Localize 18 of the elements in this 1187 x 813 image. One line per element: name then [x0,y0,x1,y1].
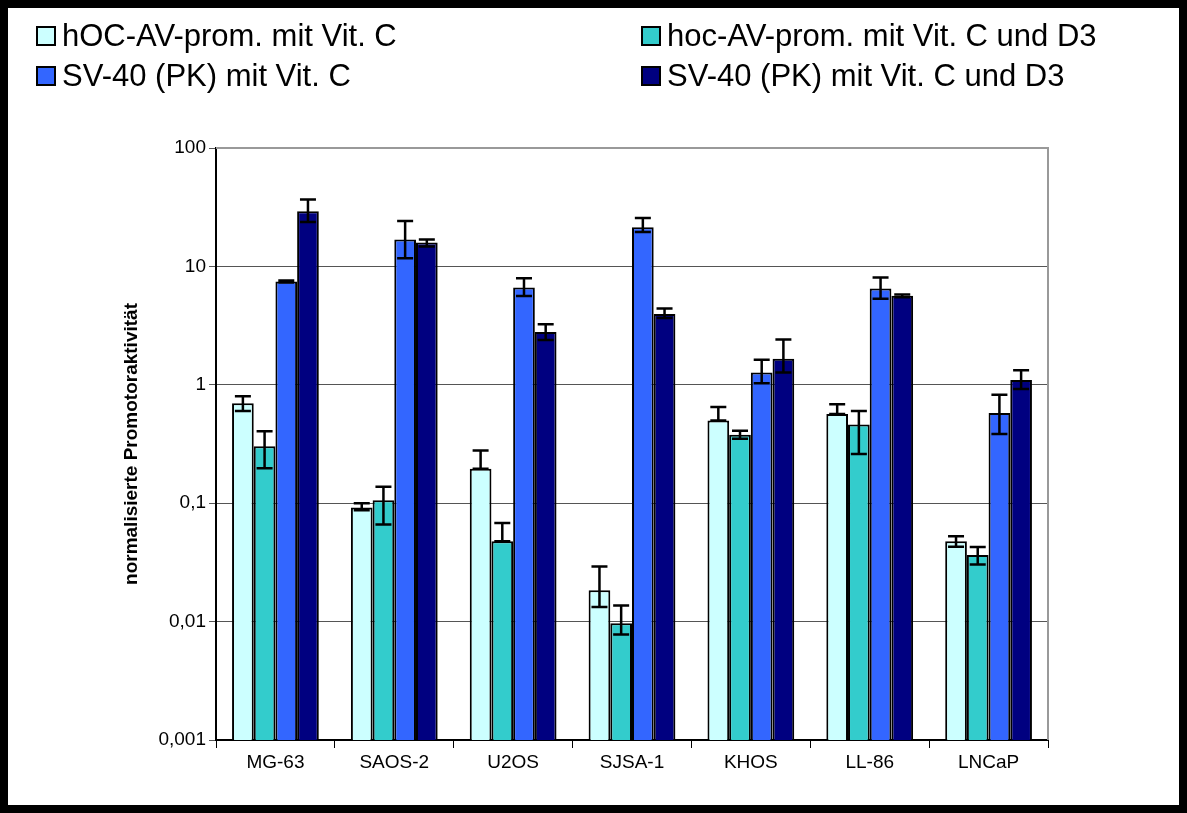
y-tick-label: 0,01 [169,609,206,631]
y-tick-label: 100 [174,136,206,158]
legend-label: hoc-AV-prom. mit Vit. C und D3 [667,18,1097,54]
x-tick-label: U2OS [487,750,540,772]
x-tick-label: MG-63 [246,750,305,772]
y-tick-label: 0,001 [158,728,206,750]
x-tick-label: KHOS [723,750,778,772]
y-tick-label: 10 [184,254,206,276]
legend-label: hOC-AV-prom. mit Vit. C [62,18,397,54]
x-tick-label: LL-86 [845,750,895,772]
x-tick-label: SJSA-1 [599,750,665,772]
legend-label: SV-40 (PK) mit Vit. C und D3 [667,58,1065,94]
legend-label: SV-40 (PK) mit Vit. C [62,58,351,94]
x-tick-label: LNCaP [957,750,1020,772]
y-axis-title: normalisierte Promotoraktivität [119,302,141,585]
x-tick-label: SAOS-2 [359,750,430,772]
y-tick-label: 1 [195,373,206,395]
y-tick-label: 0,1 [179,491,206,513]
